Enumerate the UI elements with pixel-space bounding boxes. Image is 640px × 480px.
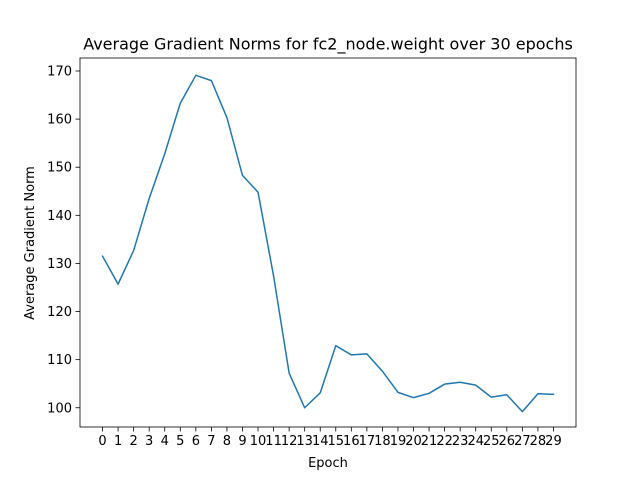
x-tick-label: 20	[405, 434, 422, 449]
y-tick-label: 160	[47, 113, 72, 128]
x-tick-label: 19	[390, 434, 407, 449]
x-tick-label: 9	[238, 434, 246, 449]
axes-frame	[79, 57, 577, 428]
y-tick-label: 130	[47, 257, 72, 272]
x-tick-label: 27	[514, 434, 531, 449]
x-tick-label: 7	[207, 434, 215, 449]
plot-area: 0 1 2 3 4 5 6 7 8 9 10 11 12 13 14 15 16 17 18 19 20 21 22 23 24…	[47, 57, 577, 449]
x-tick-label: 16	[343, 434, 360, 449]
x-tick-label: 4	[161, 434, 169, 449]
x-tick-label: 11	[265, 434, 282, 449]
x-tick-label: 6	[192, 434, 200, 449]
x-tick-label: 18	[374, 434, 391, 449]
x-tick-label: 29	[545, 434, 562, 449]
x-tick-label: 24	[467, 434, 484, 449]
x-tick-label: 0	[98, 434, 106, 449]
x-tick-label: 10	[250, 434, 267, 449]
x-tick-label: 14	[312, 434, 329, 449]
y-axis-label: Average Gradient Norm	[23, 166, 38, 320]
y-tick-label: 150	[47, 161, 72, 176]
x-axis-label: Epoch	[308, 456, 348, 471]
x-tick-label: 26	[499, 434, 516, 449]
x-tick-label: 3	[145, 434, 153, 449]
y-tick-label: 140	[47, 209, 72, 224]
x-tick-label: 22	[436, 434, 453, 449]
x-tick-label: 23	[452, 434, 469, 449]
y-tick-label: 100	[47, 401, 72, 416]
x-tick-label: 28	[530, 434, 547, 449]
x-tick-label: 25	[483, 434, 500, 449]
x-tick-label: 5	[176, 434, 184, 449]
x-tick-label: 8	[223, 434, 231, 449]
x-tick-label: 12	[281, 434, 298, 449]
x-tick-label: 13	[296, 434, 313, 449]
series-line-0	[101, 74, 555, 413]
y-tick-label: 110	[47, 353, 72, 368]
x-tick-label: 21	[421, 434, 438, 449]
y-tick-label: 170	[47, 64, 72, 79]
x-tick-label: 2	[130, 434, 138, 449]
x-tick-label: 1	[114, 434, 122, 449]
x-tick-label: 17	[359, 434, 376, 449]
chart-title: Average Gradient Norms for fc2_node.weig…	[83, 35, 573, 55]
y-tick-label: 120	[47, 305, 72, 320]
x-tick-label: 15	[328, 434, 345, 449]
